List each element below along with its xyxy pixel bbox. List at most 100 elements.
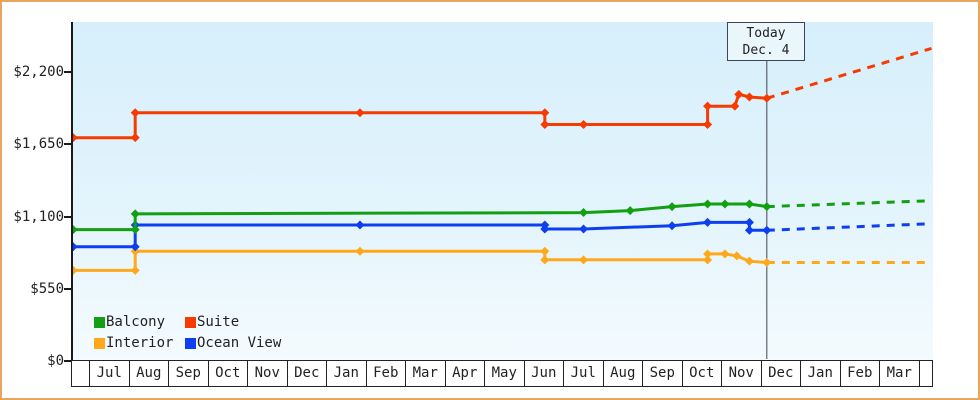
x-axis-month-cell: Sep — [168, 361, 208, 386]
series-marker-balcony — [720, 199, 730, 209]
x-axis-month-cell: Nov — [247, 361, 287, 386]
series-marker-ocean-view — [355, 220, 365, 230]
series-marker-interior — [762, 257, 772, 267]
x-axis-month-cell: Apr — [444, 361, 485, 386]
x-axis-pad-cell — [918, 361, 933, 386]
x-axis-month-cell: Dec — [760, 361, 801, 386]
series-marker-suite — [703, 101, 713, 111]
legend-label-interior: Interior — [106, 335, 174, 351]
x-axis-month-cell: Feb — [365, 361, 406, 386]
x-axis-month-cell: Aug — [128, 361, 169, 386]
series-marker-suite — [73, 133, 78, 143]
series-forecast-ocean-view — [766, 222, 932, 232]
legend-row: Balcony Suite — [94, 312, 276, 332]
y-tick-mark — [64, 71, 73, 73]
y-tick-mark — [64, 287, 73, 290]
series-marker-ocean-view — [744, 217, 754, 227]
legend-color-swatch-suite — [185, 316, 196, 328]
y-tick-label: $2,200 — [13, 64, 64, 80]
series-marker-ocean-view — [744, 225, 754, 235]
legend-color-swatch-interior — [94, 337, 105, 349]
legend-item-suite: Suite — [185, 315, 276, 329]
legend-label-ocean-view: Ocean View — [197, 335, 282, 351]
legend-color-swatch-ocean-view — [185, 337, 196, 349]
today-date: Dec. 4 — [742, 43, 790, 58]
y-tick-mark — [64, 215, 73, 218]
series-marker-interior — [703, 255, 713, 265]
y-tick-mark — [64, 360, 73, 362]
legend-label-balcony: Balcony — [106, 314, 166, 330]
series-marker-suite — [762, 93, 772, 103]
series-marker-interior — [579, 255, 589, 265]
x-axis-month-cell: Mar — [405, 361, 445, 386]
series-marker-ocean-view — [762, 225, 772, 235]
series-marker-interior — [720, 249, 730, 259]
legend-label-suite: Suite — [197, 314, 240, 330]
series-marker-interior — [540, 255, 550, 265]
series-marker-balcony — [744, 199, 754, 209]
series-marker-suite — [730, 101, 740, 111]
series-marker-ocean-view — [73, 242, 78, 252]
y-tick-label: $1,650 — [13, 136, 64, 153]
x-axis-month-cell: Jul — [89, 361, 129, 386]
today-label: Today — [746, 26, 786, 41]
series-line-interior — [73, 249, 767, 272]
series-marker-suite — [355, 108, 365, 118]
series-line-suite — [73, 92, 767, 140]
y-tick-mark — [64, 143, 73, 146]
legend-item-ocean-view: Ocean View — [185, 336, 281, 350]
series-marker-interior — [355, 246, 365, 256]
series-marker-suite — [703, 120, 713, 130]
series-marker-ocean-view — [667, 221, 677, 231]
series-marker-suite — [744, 92, 754, 102]
series-marker-ocean-view — [579, 224, 589, 234]
series-marker-interior — [744, 256, 754, 266]
series-marker-interior — [703, 249, 713, 259]
x-axis-month-cell: Sep — [642, 361, 682, 386]
series-marker-suite — [540, 108, 550, 118]
series-marker-balcony — [130, 209, 140, 219]
series-marker-ocean-view — [130, 242, 140, 252]
series-line-ocean-view — [73, 220, 767, 249]
x-axis-month-cell: Aug — [602, 361, 643, 386]
x-axis-pad-cell — [72, 361, 89, 386]
series-marker-ocean-view — [703, 217, 713, 227]
series-marker-interior — [540, 246, 550, 256]
y-tick-label: $0 — [47, 353, 64, 369]
series-marker-suite — [130, 108, 140, 118]
series-marker-balcony — [762, 202, 772, 212]
y-tick-label: $550 — [30, 280, 64, 297]
x-axis-month-cell: Jan — [326, 361, 366, 386]
series-marker-suite — [540, 120, 550, 130]
x-axis-month-cell: Nov — [721, 361, 761, 386]
x-axis-month-cell: May — [484, 361, 524, 386]
chart-plot-area[interactable]: Today Dec. 4 — [71, 22, 933, 361]
x-axis-month-cell: Jun — [523, 361, 564, 386]
x-axis-month-cell: Jul — [563, 361, 603, 386]
series-marker-interior — [130, 246, 140, 256]
legend-color-swatch-balcony — [94, 316, 105, 328]
x-axis-month-cell: Jan — [800, 361, 840, 386]
x-axis-month-cell: Feb — [839, 361, 880, 386]
series-marker-interior — [732, 251, 742, 261]
legend-row: Interior Ocean View — [94, 333, 281, 353]
series-marker-suite — [579, 120, 589, 130]
x-axis-month-cell: Oct — [681, 361, 722, 386]
legend-item-balcony: Balcony — [94, 315, 185, 329]
legend-item-interior: Interior — [94, 336, 185, 350]
today-annotation: Today Dec. 4 — [727, 22, 805, 61]
x-axis-month-cell: Mar — [879, 361, 919, 386]
series-marker-suite — [734, 89, 744, 99]
x-axis-month-cell: Dec — [286, 361, 327, 386]
legend: Balcony Suite Interior Ocean View — [94, 312, 281, 354]
y-tick-label: $1,100 — [13, 208, 64, 225]
x-axis-month-row: Jul Aug Sep Oct Nov Dec Jan Feb Mar Apr May Jun Jul A… — [71, 360, 933, 387]
series-line-balcony — [73, 202, 768, 232]
series-marker-balcony — [703, 199, 713, 209]
series-marker-balcony — [130, 225, 140, 235]
series-marker-balcony — [625, 206, 635, 216]
series-marker-interior — [130, 265, 140, 275]
chart-series-canvas — [73, 46, 932, 359]
series-marker-balcony — [579, 208, 589, 218]
